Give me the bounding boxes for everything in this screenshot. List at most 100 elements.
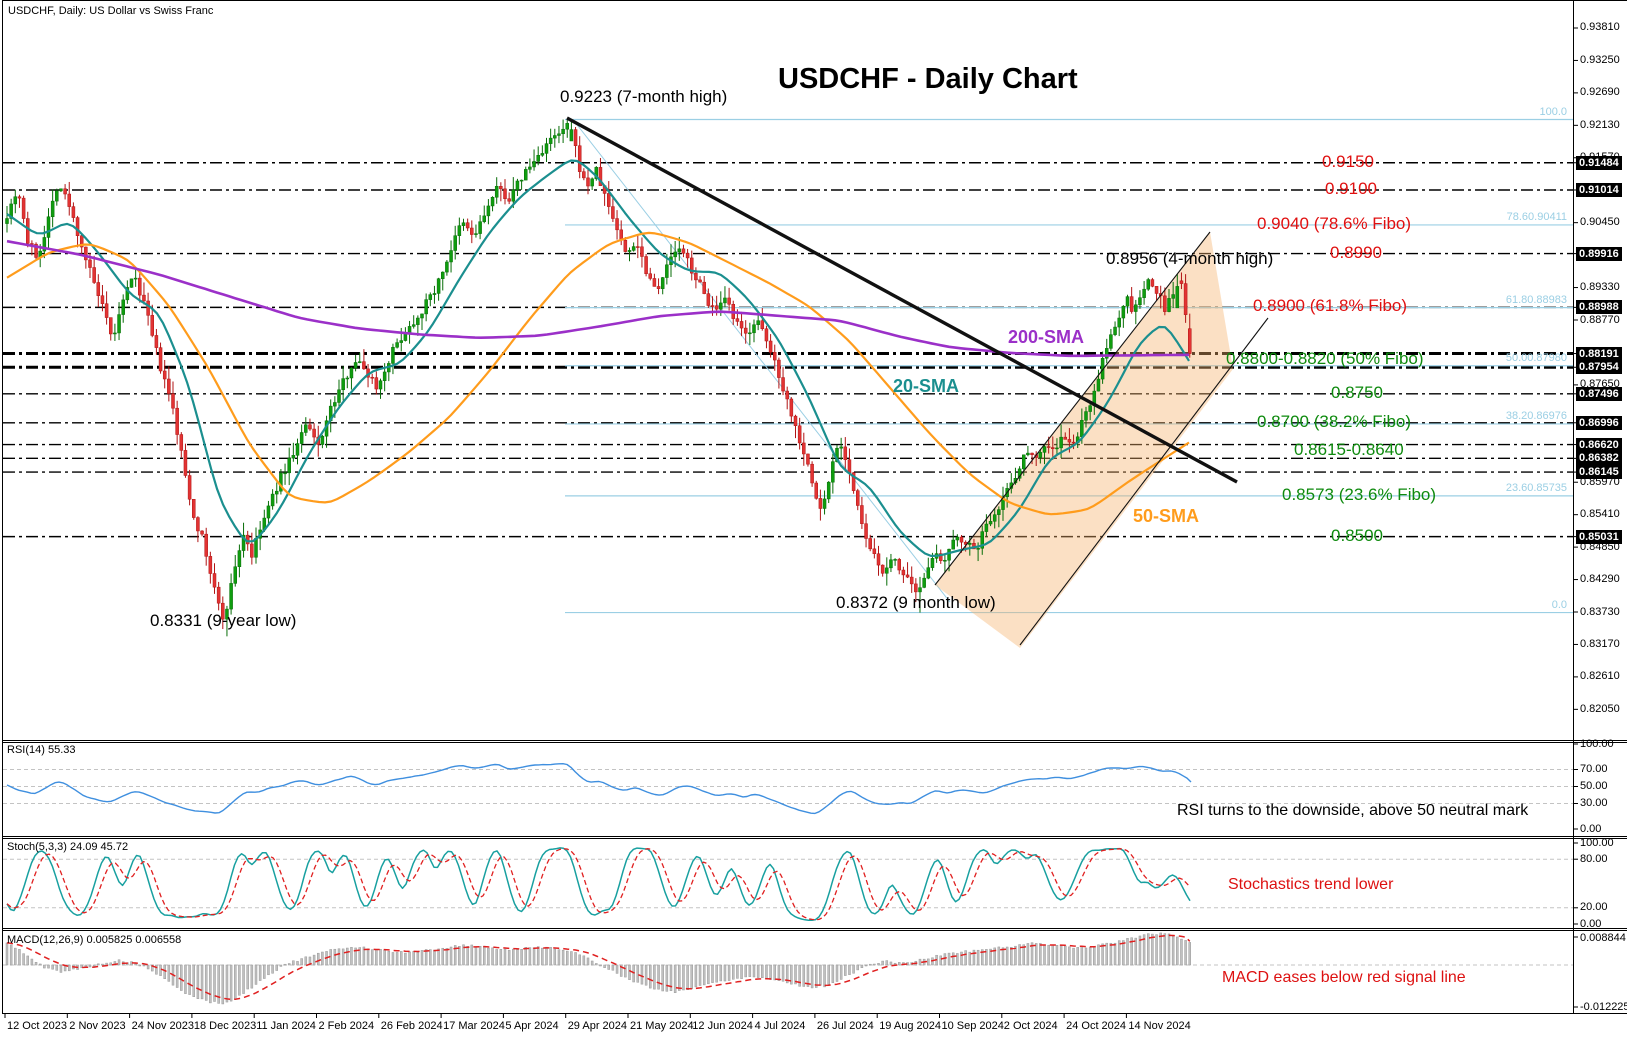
fibo-axis-label: 23.60.85735 bbox=[1505, 481, 1567, 494]
price-level-badge: 0.86145 bbox=[1576, 465, 1622, 480]
price-annotation: 0.8956 (4-month high) bbox=[1106, 249, 1274, 268]
price-axis-tick: 0.92130 bbox=[1580, 118, 1620, 131]
date-axis-label: 19 Aug 2024 bbox=[879, 1020, 941, 1032]
price-annotation: 0.8372 (9 month low) bbox=[836, 593, 996, 612]
level-label: 0.9100 bbox=[1325, 178, 1377, 198]
sma50-label: 50-SMA bbox=[1133, 506, 1200, 526]
fibo-baseline bbox=[572, 119, 951, 603]
price-axis-tick: 0.83730 bbox=[1580, 605, 1620, 618]
date-axis-label: 21 May 2024 bbox=[630, 1020, 694, 1032]
price-axis-tick: 0.93250 bbox=[1580, 53, 1620, 66]
price-annotation: 0.9223 (7-month high) bbox=[560, 87, 728, 106]
level-label: 0.8800-0.8820 (50% Fibo) bbox=[1226, 349, 1424, 369]
rsi-axis-tick: 0.00 bbox=[1580, 822, 1602, 835]
stoch-axis-tick: 80.00 bbox=[1580, 852, 1608, 865]
upward-channel-fill bbox=[935, 232, 1233, 648]
level-label: 0.8500 bbox=[1331, 525, 1383, 545]
date-axis-label: 24 Nov 2023 bbox=[131, 1020, 194, 1032]
date-axis-label: 26 Feb 2024 bbox=[380, 1020, 443, 1032]
date-axis-label: 5 Apr 2024 bbox=[505, 1020, 559, 1032]
price-axis-tick: 0.92690 bbox=[1580, 86, 1620, 99]
date-axis-label: 10 Sep 2024 bbox=[941, 1020, 1004, 1032]
date-axis-label: 29 Apr 2024 bbox=[567, 1020, 628, 1032]
rsi-annotation: RSI turns to the downside, above 50 neut… bbox=[1177, 802, 1529, 819]
macd-signal-line bbox=[6, 934, 1191, 1001]
price-axis-tick: 0.84290 bbox=[1580, 573, 1620, 586]
stoch-d-line bbox=[6, 848, 1191, 921]
date-axis-label: 12 Jun 2024 bbox=[692, 1020, 753, 1032]
lower-channel-line bbox=[1019, 317, 1269, 646]
price-level-badge: 0.87954 bbox=[1576, 360, 1622, 375]
level-label: 0.9150 bbox=[1322, 151, 1374, 171]
price-axis-tick: 0.90450 bbox=[1580, 216, 1620, 229]
level-label: 0.8990 bbox=[1330, 242, 1382, 262]
price-level-badge: 0.91014 bbox=[1576, 182, 1622, 197]
sma20-line bbox=[6, 159, 1190, 557]
rsi-axis-tick: 70.00 bbox=[1580, 763, 1608, 775]
sma20-label: 20-SMA bbox=[893, 376, 960, 396]
date-axis-label: 24 Oct 2024 bbox=[1066, 1020, 1127, 1032]
price-axis-tick: 0.82610 bbox=[1580, 670, 1620, 683]
level-label: 0.9040 (78.6% Fibo) bbox=[1257, 213, 1412, 233]
price-level-badge: 0.87496 bbox=[1576, 386, 1622, 401]
date-axis-label: 17 Mar 2024 bbox=[443, 1020, 505, 1032]
date-axis-label: 26 Jul 2024 bbox=[816, 1020, 874, 1032]
price-level-badge: 0.86996 bbox=[1576, 415, 1622, 430]
fibo-axis-label: 50.00.87980 bbox=[1505, 351, 1567, 364]
price-axis-tick: 0.89330 bbox=[1580, 281, 1620, 294]
fibo-axis-label: 38.20.86976 bbox=[1505, 409, 1567, 422]
rsi-line bbox=[6, 763, 1192, 815]
date-axis-label: 18 Dec 2023 bbox=[193, 1020, 257, 1032]
stoch-k-line bbox=[6, 847, 1191, 922]
price-level-badge: 0.86382 bbox=[1576, 451, 1622, 466]
price-level-badge: 0.86620 bbox=[1576, 437, 1622, 452]
rsi-axis-tick: 100.00 bbox=[1580, 737, 1614, 750]
macd-axis-bottom: -0.012225 bbox=[1580, 1001, 1627, 1013]
price-annotation: 0.8331 (9-year low) bbox=[150, 611, 297, 630]
macd-histogram bbox=[5, 932, 1191, 1005]
fibo-axis-label: 78.60.90411 bbox=[1506, 210, 1567, 223]
level-label: 0.8900 (61.8% Fibo) bbox=[1253, 296, 1408, 316]
level-label: 0.8750 bbox=[1331, 382, 1383, 402]
candlestick-series bbox=[5, 119, 1192, 637]
level-label: 0.8615-0.8640 bbox=[1294, 440, 1404, 460]
stoch-axis-tick: 0.00 bbox=[1580, 917, 1602, 930]
stoch-axis-tick: 20.00 bbox=[1580, 901, 1608, 914]
upper-channel-line bbox=[934, 231, 1211, 586]
level-label: 0.8700 (38.2% Fibo) bbox=[1257, 411, 1412, 431]
price-axis-tick: 0.83170 bbox=[1580, 637, 1620, 650]
macd-annotation: MACD eases below red signal line bbox=[1222, 969, 1466, 986]
date-axis-label: 2 Feb 2024 bbox=[318, 1020, 375, 1032]
date-axis-label: 4 Jul 2024 bbox=[754, 1020, 806, 1032]
price-axis-tick: 0.82050 bbox=[1580, 702, 1620, 715]
symbol-header: USDCHF, Daily: US Dollar vs Swiss Franc bbox=[8, 5, 214, 17]
rsi-indicator-label: RSI(14) 55.33 bbox=[7, 744, 76, 756]
sma200-line bbox=[6, 239, 1190, 358]
level-label: 0.8573 (23.6% Fibo) bbox=[1282, 484, 1437, 504]
fibo-axis-label: 0.0 bbox=[1551, 598, 1567, 611]
date-axis-label: 14 Nov 2024 bbox=[1128, 1020, 1191, 1032]
macd-indicator-label: MACD(12,26,9) 0.005825 0.006558 bbox=[7, 934, 182, 946]
date-axis-label: 12 Oct 2023 bbox=[7, 1020, 67, 1032]
sma200-label: 200-SMA bbox=[1008, 327, 1085, 347]
macd-axis-top: 0.008844 bbox=[1580, 932, 1626, 944]
price-level-badge: 0.91484 bbox=[1576, 155, 1622, 170]
stoch-axis-tick: 100.00 bbox=[1580, 836, 1614, 849]
rsi-axis-tick: 30.00 bbox=[1580, 797, 1608, 809]
downtrend-line bbox=[566, 116, 1238, 484]
price-axis-tick: 0.93810 bbox=[1580, 21, 1620, 34]
stoch-indicator-label: Stoch(5,3,3) 24.09 45.72 bbox=[7, 841, 129, 853]
price-level-badge: 0.88988 bbox=[1576, 300, 1622, 315]
price-axis-tick: 0.88770 bbox=[1580, 313, 1620, 326]
fibo-axis-label: 61.80.88983 bbox=[1505, 293, 1567, 306]
price-axis-tick: 0.85410 bbox=[1580, 508, 1620, 521]
chart-title: USDCHF - Daily Chart bbox=[778, 63, 1078, 95]
price-level-badge: 0.88191 bbox=[1576, 346, 1622, 361]
date-axis-label: 11 Jan 2024 bbox=[256, 1020, 316, 1032]
sma50-line bbox=[6, 231, 1190, 516]
fibo-axis-label: 100.0 bbox=[1539, 105, 1567, 118]
stoch-annotation: Stochastics trend lower bbox=[1228, 876, 1394, 893]
price-level-badge: 0.89916 bbox=[1576, 246, 1622, 261]
